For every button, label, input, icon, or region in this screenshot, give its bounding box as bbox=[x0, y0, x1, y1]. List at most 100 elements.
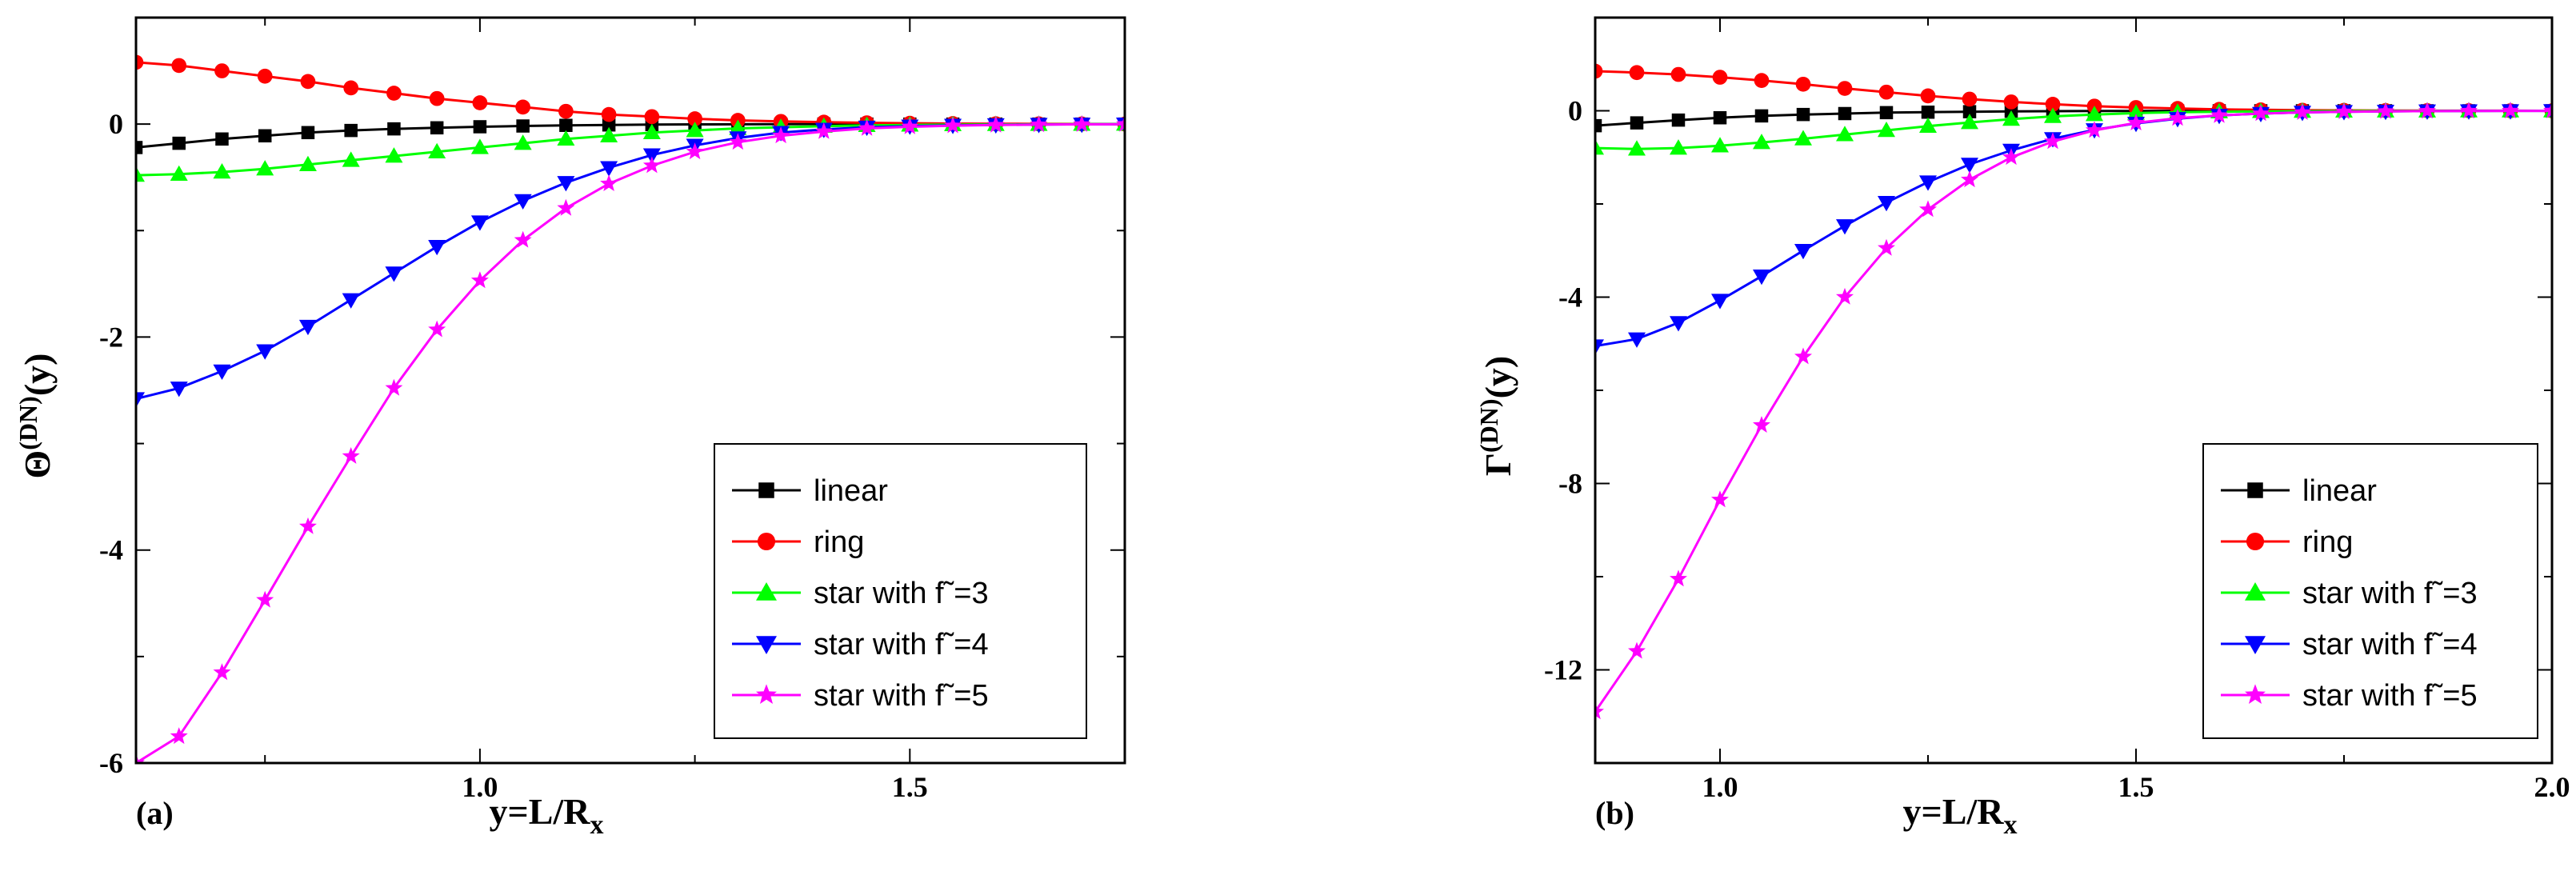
data-point bbox=[1794, 347, 1812, 365]
data-point bbox=[429, 90, 445, 106]
data-point bbox=[1073, 115, 1091, 132]
data-point bbox=[385, 266, 403, 282]
data-point bbox=[1670, 569, 1687, 587]
data-point bbox=[2044, 132, 2062, 150]
data-point bbox=[136, 392, 145, 408]
data-point bbox=[1919, 200, 1937, 218]
data-point bbox=[1595, 139, 1604, 155]
data-point bbox=[558, 103, 574, 119]
y-axis-title: Γ(DN)(y) bbox=[1474, 356, 1518, 476]
legend-marker bbox=[2245, 582, 2266, 601]
data-point bbox=[559, 118, 573, 132]
data-point bbox=[514, 230, 532, 248]
data-point bbox=[1595, 702, 1604, 720]
data-point bbox=[986, 115, 1005, 133]
data-point bbox=[430, 121, 444, 135]
data-point bbox=[385, 378, 403, 396]
data-point bbox=[2002, 148, 2020, 166]
data-point bbox=[1711, 490, 1729, 508]
data-point bbox=[1838, 106, 1852, 121]
data-point bbox=[2127, 104, 2145, 120]
data-point bbox=[172, 136, 186, 150]
data-point bbox=[428, 240, 446, 256]
data-point bbox=[298, 319, 317, 336]
data-point bbox=[170, 165, 188, 181]
data-point bbox=[1595, 118, 1602, 133]
legend-label: linear bbox=[2302, 474, 2377, 508]
data-point bbox=[2127, 114, 2145, 130]
chart-panel-b: 1.0 1.5 2.0 0 -4 -8 -12 (b) y=L/Rx Γ(DN)(y) linear… bbox=[1474, 16, 2570, 840]
data-point bbox=[215, 132, 229, 146]
legend-item: linear bbox=[732, 474, 888, 508]
data-point bbox=[1794, 244, 1812, 260]
data-point bbox=[1628, 641, 1646, 659]
legend-marker bbox=[756, 636, 777, 654]
series-line bbox=[1595, 110, 2552, 127]
data-point bbox=[256, 160, 274, 176]
data-point bbox=[2335, 102, 2353, 119]
data-point bbox=[2502, 102, 2519, 118]
x-tick-label: 1.0 bbox=[462, 771, 498, 803]
legend-box bbox=[714, 443, 1087, 739]
data-point bbox=[1878, 196, 1895, 212]
legend-marker bbox=[2245, 684, 2266, 704]
data-point bbox=[557, 130, 575, 146]
legend-label: star with f˜=4 bbox=[814, 628, 989, 661]
legend-label: star with f˜=5 bbox=[814, 679, 989, 713]
data-point bbox=[814, 122, 833, 139]
legend-marker bbox=[758, 482, 774, 498]
data-point bbox=[214, 63, 230, 78]
legend-item: star with f˜=5 bbox=[732, 679, 989, 713]
series-line bbox=[1595, 70, 2552, 112]
data-point bbox=[1713, 110, 1727, 125]
data-point bbox=[729, 133, 747, 150]
data-point bbox=[686, 122, 704, 138]
data-point bbox=[298, 155, 317, 171]
series-0 bbox=[1595, 104, 2552, 133]
data-point bbox=[1670, 139, 1687, 155]
data-point bbox=[514, 194, 532, 210]
data-point bbox=[1962, 105, 1977, 118]
data-point bbox=[342, 447, 360, 464]
data-point bbox=[2418, 102, 2436, 119]
data-point bbox=[1754, 109, 1769, 123]
data-point bbox=[1878, 121, 1895, 138]
data-point bbox=[2294, 103, 2311, 120]
data-point bbox=[2002, 110, 2020, 126]
x-tick-label: 2.0 bbox=[2534, 771, 2570, 803]
legend-label: star with f˜=5 bbox=[2302, 679, 2478, 713]
data-point bbox=[516, 119, 530, 133]
data-point bbox=[2460, 102, 2478, 119]
data-point bbox=[1837, 81, 1853, 96]
legend-label: star with f˜=3 bbox=[814, 577, 989, 610]
series-line bbox=[1595, 110, 2552, 348]
data-point bbox=[1919, 117, 1937, 133]
data-point bbox=[515, 99, 531, 115]
data-point bbox=[2086, 121, 2103, 138]
data-point bbox=[514, 134, 532, 150]
data-point bbox=[1116, 114, 1125, 132]
data-point bbox=[136, 141, 143, 154]
data-point bbox=[136, 54, 144, 70]
legend-item: star with f˜=4 bbox=[2221, 628, 2478, 661]
data-point bbox=[1836, 219, 1854, 235]
series-3 bbox=[1595, 104, 2552, 355]
data-point bbox=[470, 215, 489, 231]
data-point bbox=[601, 106, 617, 122]
data-point bbox=[600, 126, 618, 143]
data-point bbox=[136, 166, 145, 182]
data-point bbox=[256, 344, 274, 360]
data-point bbox=[1962, 91, 1978, 107]
legend: linear ring star with f˜=3 star with f˜=4 st… bbox=[2202, 443, 2538, 739]
legend-item: ring bbox=[732, 525, 864, 559]
data-point bbox=[2252, 104, 2270, 122]
plot-frame bbox=[134, 16, 1126, 765]
data-point bbox=[299, 517, 317, 534]
data-point bbox=[1670, 66, 1686, 82]
y-tick-label: -12 bbox=[1544, 654, 1582, 686]
data-point bbox=[1754, 73, 1770, 88]
data-point bbox=[385, 147, 403, 163]
data-point bbox=[1836, 287, 1854, 305]
series-3 bbox=[136, 118, 1125, 408]
data-point bbox=[213, 163, 231, 179]
